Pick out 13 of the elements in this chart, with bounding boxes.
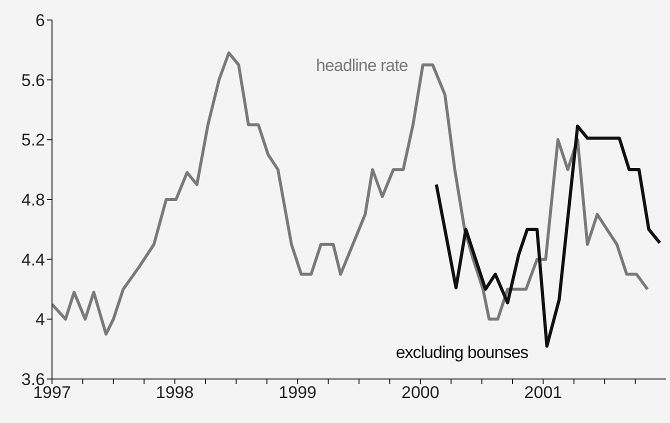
series-label: headline rate bbox=[316, 56, 408, 76]
y-tick-label: 4.8 bbox=[21, 190, 45, 210]
x-tick-label: 2001 bbox=[524, 383, 562, 402]
y-tick-label: 5.2 bbox=[21, 130, 45, 150]
y-tick-label: 6 bbox=[36, 11, 45, 30]
line-series bbox=[52, 51, 650, 336]
series-label: excluding bounses bbox=[396, 343, 528, 364]
y-tick-label: 4.4 bbox=[21, 250, 45, 270]
y-tick-label: 4 bbox=[36, 310, 45, 330]
x-tick-label: 2000 bbox=[401, 383, 440, 402]
x-tick-label: 1999 bbox=[278, 383, 317, 402]
x-tick-label: 1998 bbox=[156, 383, 194, 402]
y-tick-label: 5.6 bbox=[21, 70, 45, 90]
